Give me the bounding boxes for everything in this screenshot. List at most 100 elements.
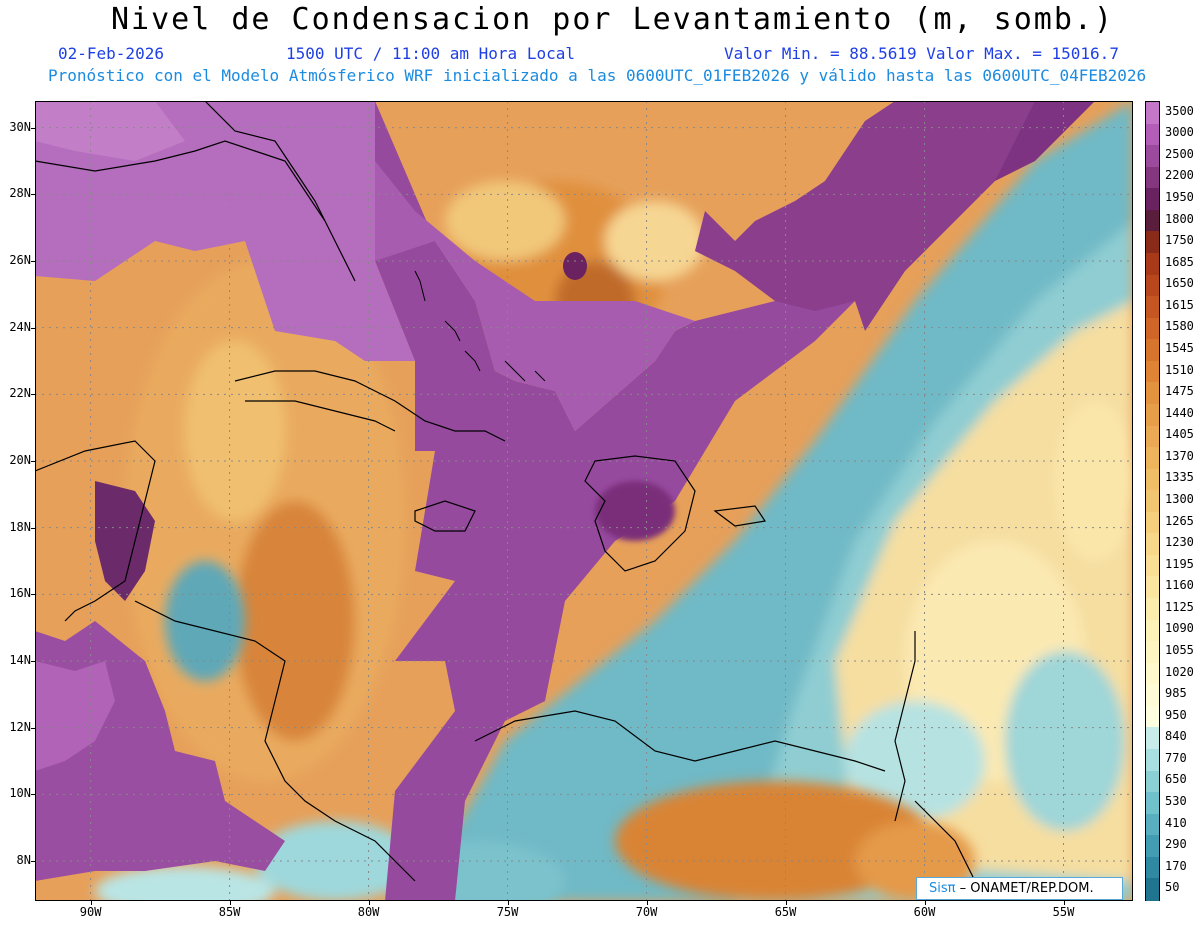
colorbar-label: 650: [1165, 772, 1187, 787]
lat-label: 22N: [9, 386, 31, 401]
colorbar-label: 1335: [1165, 470, 1194, 485]
lat-tick: [31, 127, 35, 129]
colorbar-segment: [1146, 684, 1159, 707]
lon-label: 60W: [913, 905, 936, 919]
credit-text: – ONAMET/REP.DOM.: [959, 881, 1094, 896]
colorbar-label: 1580: [1165, 319, 1194, 334]
colorbar-segment: [1146, 792, 1159, 815]
colorbar-segment: [1146, 598, 1159, 621]
colorbar-label: 1090: [1165, 621, 1194, 636]
colorbar-label: 950: [1165, 707, 1187, 722]
colorbar-segment: [1146, 554, 1159, 578]
colorbar-segment: [1146, 145, 1159, 168]
lat-tick: [31, 394, 35, 396]
colorbar-label: 3000: [1165, 125, 1194, 140]
lon-tick: [924, 901, 926, 905]
coastlines: [35, 101, 996, 901]
colorbar-segment: [1146, 511, 1159, 534]
lat-tick: [31, 661, 35, 662]
colorbar-segment: [1146, 813, 1159, 836]
colorbar-label: 1230: [1165, 535, 1194, 550]
lat-label: 26N: [9, 253, 31, 267]
lon-label: 65W: [774, 905, 797, 919]
colorbar-segment: [1146, 705, 1159, 729]
colorbar-label: 985: [1165, 686, 1187, 701]
lon-label: 85W: [218, 905, 241, 919]
lat-label: 12N: [9, 719, 31, 734]
lon-label: 90W: [79, 905, 102, 919]
map-grid: [35, 101, 1133, 901]
lat-label: 10N: [9, 786, 31, 801]
colorbar-segment: [1146, 878, 1159, 901]
colorbar-segment: [1146, 425, 1159, 448]
colorbar-label: 2500: [1165, 146, 1194, 161]
min-max-label: Valor Min. = 88.5619 Valor Max. = 15016.…: [724, 44, 1119, 63]
lon-tick: [785, 901, 787, 905]
colorbar-segment: [1146, 231, 1159, 254]
colorbar-label: 840: [1165, 729, 1187, 744]
lon-label: 70W: [635, 905, 658, 919]
lat-label: 18N: [9, 519, 31, 534]
map-graphic: [35, 101, 1133, 901]
colorbar-label: 530: [1165, 793, 1187, 808]
colorbar-label: 3500: [1165, 103, 1194, 118]
colorbar-segment: [1146, 339, 1159, 362]
lon-label: 80W: [357, 905, 380, 919]
colorbar-segment: [1146, 749, 1159, 772]
colorbar-segment: [1146, 252, 1159, 276]
colorbar-segment: [1146, 209, 1159, 232]
colorbar-label: 1055: [1165, 642, 1194, 657]
colorbar-label: 1300: [1165, 492, 1194, 506]
colorbar-segment: [1146, 123, 1159, 146]
lon-tick: [507, 901, 509, 905]
colorbar-segment: [1146, 619, 1159, 642]
colorbar-segment: [1146, 360, 1159, 383]
colorbar-label: 1510: [1165, 362, 1194, 377]
colorbar-label: 1615: [1165, 297, 1194, 312]
sispi-logo: Sisπ: [929, 881, 956, 896]
colorbar-label: 1405: [1165, 427, 1194, 442]
lat-tick: [31, 527, 35, 529]
colorbar-segment: [1146, 447, 1159, 470]
colorbar-label: 1800: [1165, 211, 1194, 226]
colorbar-label: 290: [1165, 837, 1187, 852]
lat-tick: [31, 594, 35, 596]
lat-label: 30N: [9, 119, 31, 134]
colorbar: [1145, 101, 1160, 901]
lat-label: 28N: [9, 186, 31, 201]
lat-label: 24N: [9, 319, 31, 334]
lat-tick: [31, 861, 35, 862]
lat-label: 8N: [16, 853, 31, 867]
colorbar-label: 1750: [1165, 233, 1194, 248]
lon-tick: [368, 901, 370, 905]
colorbar-label: 170: [1165, 858, 1187, 873]
lat-tick: [31, 327, 35, 329]
colorbar-segment: [1146, 382, 1159, 405]
colorbar-label: 1545: [1165, 341, 1194, 356]
colorbar-segment: [1146, 296, 1159, 319]
colorbar-segment: [1146, 490, 1159, 513]
colorbar-label: 1685: [1165, 254, 1194, 269]
lon-tick: [90, 901, 92, 905]
colorbar-label: 1160: [1165, 578, 1194, 593]
lat-tick: [31, 727, 35, 729]
lat-label: 16N: [9, 586, 31, 601]
colorbar-label: 410: [1165, 815, 1187, 830]
colorbar-label: 1195: [1165, 556, 1194, 571]
credit-box: Sisπ – ONAMET/REP.DOM.: [916, 877, 1123, 900]
lcl-map: [35, 101, 1133, 901]
date-label: 02-Feb-2026: [58, 44, 164, 63]
colorbar-segment: [1146, 403, 1159, 427]
lat-tick: [31, 261, 35, 262]
colorbar-label: 2200: [1165, 168, 1194, 183]
lon-tick: [646, 901, 648, 905]
bahamas-islands: [414, 270, 546, 382]
colorbar-label: 1475: [1165, 384, 1194, 399]
colorbar-label: 1265: [1165, 513, 1194, 528]
forecast-info: Pronóstico con el Modelo Atmósferico WRF…: [48, 66, 1147, 85]
colorbar-segment: [1146, 317, 1159, 340]
lat-label: 14N: [9, 653, 31, 667]
colorbar-segment: [1146, 835, 1159, 858]
lon-label: 55W: [1052, 905, 1075, 919]
colorbar-segment: [1146, 727, 1159, 750]
